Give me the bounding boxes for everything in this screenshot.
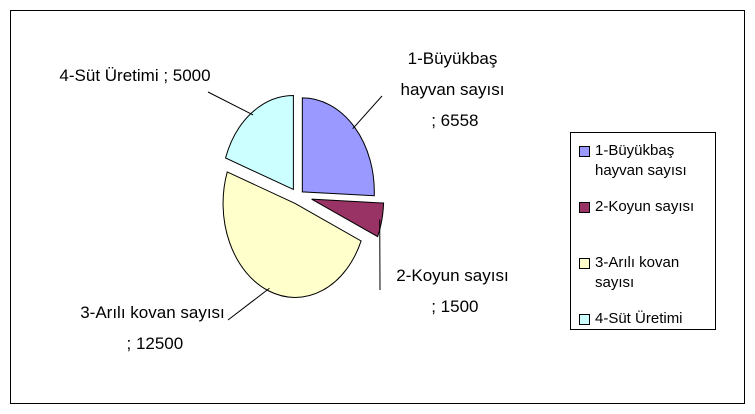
legend-item: 4-Süt Üretimi: [579, 309, 713, 329]
data-label: 3-Arılı kovan sayısı ; 12500: [65, 297, 240, 359]
legend-swatch: [579, 258, 590, 269]
pie-slice: [224, 94, 294, 191]
legend-label: 3-Arılı kovan sayısı: [595, 254, 680, 291]
leader-line: [227, 287, 270, 321]
pie-slice: [222, 171, 362, 298]
chart-frame: [10, 10, 745, 404]
legend-item: 1-Büyükbaş hayvan sayısı: [579, 141, 713, 181]
data-label-category: 2-Koyun sayısı: [396, 266, 509, 285]
leader-line: [352, 95, 383, 130]
data-label: 4-Süt Üretimi ; 5000: [40, 60, 230, 91]
data-label-category: 1-Büyükbaş hayvan sayısı: [400, 49, 505, 99]
data-label-value: 12500: [135, 334, 184, 353]
data-label-category: 3-Arılı kovan sayısı: [80, 303, 225, 322]
data-label-separator: ;: [426, 111, 441, 130]
legend-swatch: [579, 314, 590, 325]
data-label: 1-Büyükbaş hayvan sayısı ; 6558: [385, 43, 520, 136]
data-label-category: 4-Süt Üretimi: [59, 66, 159, 85]
legend-label: 4-Süt Üretimi: [595, 310, 683, 327]
data-label-value: 5000: [172, 66, 211, 85]
pie-slice: [301, 97, 375, 197]
leader-line: [207, 91, 254, 116]
data-label-separator: ;: [426, 297, 441, 316]
legend-label: 2-Koyun sayısı: [595, 198, 695, 215]
legend-label: 1-Büyükbaş hayvan sayısı: [595, 142, 687, 179]
data-label: 2-Koyun sayısı ; 1500: [380, 260, 525, 322]
legend: 1-Büyükbaş hayvan sayısı 2-Koyun sayısı 3-…: [570, 132, 716, 330]
pie-slice: [311, 198, 385, 238]
data-label-value: 1500: [440, 297, 479, 316]
legend-swatch: [579, 202, 590, 213]
legend-swatch: [579, 146, 590, 157]
data-label-separator: ;: [158, 66, 173, 85]
data-label-value: 6558: [440, 111, 479, 130]
data-label-separator: ;: [121, 334, 136, 353]
legend-item: 3-Arılı kovan sayısı: [579, 253, 713, 293]
legend-item: 2-Koyun sayısı: [579, 197, 713, 217]
